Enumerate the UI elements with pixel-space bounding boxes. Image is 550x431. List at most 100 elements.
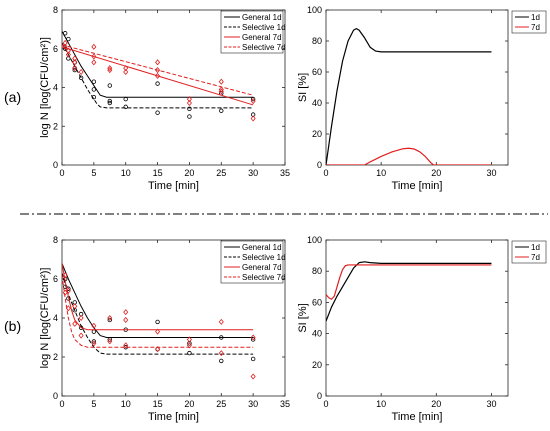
data-point-selective-7d [62,289,68,296]
y-tick-label: 8 [53,235,58,245]
data-point-general-1d [107,83,112,88]
x-tick-label: 10 [121,399,131,409]
data-point-general-7d [72,303,78,310]
data-point-general-1d [107,100,112,106]
data-point-selective-1d [219,358,224,364]
data-point-selective-7d [155,346,161,353]
data-point-general-7d [186,336,192,343]
data-point-selective-1d [107,98,112,104]
data-point-general-1d [91,87,97,92]
data-point-selective-7d [250,373,256,380]
legend-label-general-1d: General 1d [242,13,282,22]
y-axis-label: log N [log(CFU/cm²)] [39,37,51,138]
legend-box [220,10,284,54]
data-point-general-7d [123,65,129,72]
x-tick-label: 0 [323,399,328,409]
x-tick-label: 30 [486,168,496,178]
x-axis-label: Time [min] [392,180,443,192]
fit-line-general-1d [62,31,254,98]
data-point-general-7d [78,314,84,322]
x-tick-label: 10 [121,168,131,178]
data-point-general-1d [155,81,160,86]
data-point-general-7d [91,59,97,66]
legend-label-7d: 7d [531,253,540,262]
chart-b-log-count: 0 5 10 15 20 25 30 35 0 2 4 6 8 Time [min] log N [log(… [39,235,290,423]
plot-area-frame [325,239,509,397]
y-tick-label: 80 [312,266,322,276]
data-point-selective-1d [107,337,112,342]
plot-marks [326,28,492,165]
data-point-selective-7d [250,115,256,122]
data-point-selective-7d [107,65,113,72]
data-point-selective-1d [78,325,84,330]
legend-box [220,240,284,284]
data-point-selective-1d [123,104,128,110]
data-point-general-7d [155,59,161,66]
plot-marks [62,31,256,122]
y-tick-label: 60 [312,297,322,307]
data-point-selective-7d [65,305,71,312]
data-point-general-7d [107,314,113,322]
y-tick-label: 0 [317,391,322,401]
data-point-general-1d [91,329,97,334]
legend-box [511,10,547,34]
data-point-selective-7d [218,86,224,93]
chart-a-log-count: 0 5 10 15 20 25 30 35 0 2 4 6 8 Time [min] log N [log(… [39,5,290,192]
legend-label-selective-1d: Selective 1d [242,253,286,262]
y-tick-label: 60 [312,67,322,77]
data-point-general-7d [250,334,256,341]
data-point-general-1d [62,31,68,36]
data-point-selective-7d [91,340,97,347]
data-point-general-1d [219,335,224,340]
legend-label-selective-1d: Selective 1d [242,23,286,32]
plot-marks [62,263,256,380]
y-axis-label: SI [%] [297,303,309,332]
y-tick-label: 0 [317,160,322,170]
data-point-general-7d [250,98,256,105]
x-tick-label: 30 [248,399,258,409]
x-tick-label: 30 [486,399,496,409]
data-point-selective-7d [155,67,161,74]
plot-area-frame [325,9,509,166]
data-point-general-7d [72,55,78,62]
y-tick-label: 4 [53,83,58,93]
data-point-general-1d [66,36,71,42]
data-point-selective-7d [62,43,68,50]
x-tick-label: 30 [248,168,258,178]
fit-line-general-7d [62,46,254,106]
legend-label-general-7d: General 7d [242,33,282,42]
legend-label-general-7d: General 7d [242,263,282,272]
panel-label-b: (b) [4,318,21,334]
x-axis-label: Time [min] [148,411,199,423]
data-point-selective-1d [219,108,224,113]
data-point-general-7d [155,72,161,79]
data-point-selective-7d [65,51,71,58]
x-axis-label: Time [min] [392,411,443,423]
data-point-selective-7d [91,53,97,60]
data-point-general-1d [250,96,256,102]
legend-label-general-1d: General 1d [242,243,282,252]
data-point-selective-1d [91,94,97,100]
x-tick-label: 0 [59,168,64,178]
x-tick-label: 5 [91,399,96,409]
data-point-general-7d [91,43,97,50]
data-point-general-1d [250,337,256,342]
series-line-7d [326,264,492,300]
data-point-general-1d [91,79,97,84]
x-tick-label: 20 [184,168,194,178]
y-tick-label: 0 [53,391,58,401]
y-axis-label: SI [%] [297,73,309,102]
data-point-selective-7d [78,68,84,76]
fit-line-selective-1d [62,42,254,109]
x-tick-label: 0 [59,399,64,409]
data-point-selective-7d [107,338,113,345]
y-tick-label: 40 [312,98,322,108]
data-point-general-7d [91,322,97,329]
x-tick-label: 10 [376,399,386,409]
y-tick-label: 100 [307,235,322,245]
